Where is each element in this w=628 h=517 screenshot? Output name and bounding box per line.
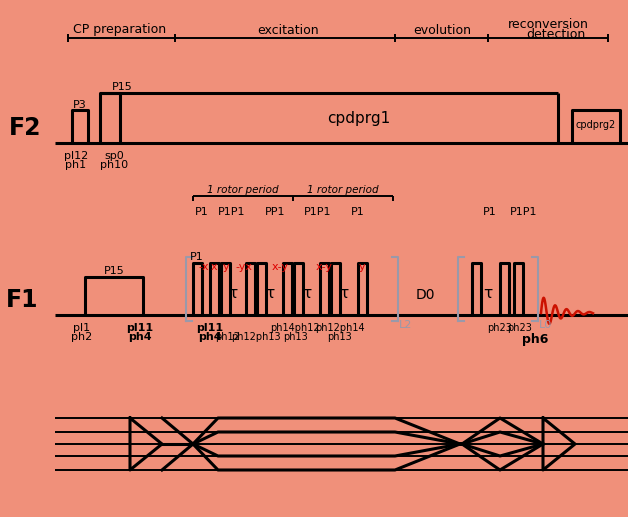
Text: cpdprg2: cpdprg2 (576, 120, 616, 130)
Text: P1: P1 (190, 252, 204, 262)
Text: 1 rotor period: 1 rotor period (207, 185, 279, 195)
Text: pl1: pl1 (73, 323, 90, 333)
Text: P1: P1 (483, 207, 497, 217)
Text: y: y (223, 262, 229, 272)
Text: ph4: ph4 (198, 332, 222, 342)
Text: P1: P1 (351, 207, 365, 217)
Text: ph12: ph12 (215, 332, 241, 342)
Text: detection: detection (526, 28, 586, 41)
Text: sp0: sp0 (104, 151, 124, 161)
Text: P3: P3 (73, 100, 87, 110)
Text: x-y: x-y (271, 262, 288, 272)
Text: F2: F2 (9, 116, 41, 140)
Text: τ: τ (339, 285, 349, 300)
Text: ph13: ph13 (328, 332, 352, 342)
Text: L0: L0 (539, 320, 553, 330)
Text: P1P1: P1P1 (304, 207, 332, 217)
Text: τ: τ (229, 285, 237, 300)
Text: ph12ph13: ph12ph13 (231, 332, 281, 342)
Text: τ: τ (266, 285, 274, 300)
Text: pl11: pl11 (126, 323, 154, 333)
Text: excitation: excitation (257, 23, 319, 37)
Text: cpdprg1: cpdprg1 (327, 111, 391, 126)
Text: τ: τ (484, 285, 492, 300)
Text: ph2: ph2 (72, 332, 92, 342)
Text: ph4: ph4 (128, 332, 152, 342)
Text: -x: -x (198, 262, 209, 272)
Text: P15: P15 (112, 82, 133, 92)
Text: ph14ph12: ph14ph12 (270, 323, 320, 333)
Text: L2: L2 (399, 320, 413, 330)
Text: P1: P1 (195, 207, 209, 217)
Text: ph23: ph23 (507, 323, 533, 333)
Text: ph13: ph13 (283, 332, 307, 342)
Text: pl12: pl12 (64, 151, 88, 161)
Text: CP preparation: CP preparation (73, 23, 166, 37)
Text: ph1: ph1 (65, 160, 87, 170)
Text: ph12ph14: ph12ph14 (315, 323, 365, 333)
Text: D0: D0 (415, 288, 435, 302)
Text: PP1: PP1 (265, 207, 285, 217)
Text: reconversion: reconversion (507, 18, 588, 31)
Text: P1P1: P1P1 (510, 207, 538, 217)
Text: F1: F1 (6, 288, 38, 312)
Text: evolution: evolution (413, 23, 471, 37)
Text: τ: τ (302, 285, 311, 300)
Text: x-y: x-y (315, 262, 332, 272)
Text: 1 rotor period: 1 rotor period (307, 185, 379, 195)
Text: ph23: ph23 (487, 323, 512, 333)
Text: pl11: pl11 (197, 323, 224, 333)
Text: P1P1: P1P1 (219, 207, 246, 217)
Text: x: x (210, 262, 217, 272)
Text: ph6: ph6 (522, 332, 548, 345)
Text: y: y (359, 262, 365, 272)
Text: -yx: -yx (236, 262, 252, 272)
Text: ph10: ph10 (100, 160, 128, 170)
Text: P15: P15 (104, 266, 124, 276)
